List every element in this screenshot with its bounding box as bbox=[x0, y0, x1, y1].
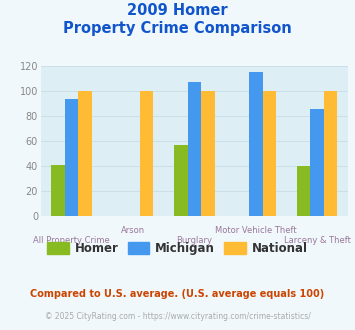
Text: Property Crime Comparison: Property Crime Comparison bbox=[63, 21, 292, 36]
Bar bbox=[51, 165, 65, 216]
Text: Compared to U.S. average. (U.S. average equals 100): Compared to U.S. average. (U.S. average … bbox=[31, 289, 324, 299]
Legend: Homer, Michigan, National: Homer, Michigan, National bbox=[43, 237, 312, 260]
Bar bbox=[65, 99, 78, 216]
Bar bbox=[324, 91, 338, 216]
Bar bbox=[78, 91, 92, 216]
Bar bbox=[187, 82, 201, 216]
Text: All Property Crime: All Property Crime bbox=[33, 236, 110, 245]
Text: Arson: Arson bbox=[121, 226, 145, 235]
Bar bbox=[140, 91, 153, 216]
Text: Burglary: Burglary bbox=[176, 236, 212, 245]
Bar bbox=[263, 91, 276, 216]
Text: Larceny & Theft: Larceny & Theft bbox=[284, 236, 351, 245]
Bar bbox=[249, 72, 263, 216]
Text: © 2025 CityRating.com - https://www.cityrating.com/crime-statistics/: © 2025 CityRating.com - https://www.city… bbox=[45, 312, 310, 321]
Bar bbox=[297, 166, 310, 216]
Text: 2009 Homer: 2009 Homer bbox=[127, 3, 228, 18]
Bar bbox=[201, 91, 215, 216]
Bar bbox=[174, 145, 187, 216]
Bar bbox=[310, 109, 324, 216]
Text: Motor Vehicle Theft: Motor Vehicle Theft bbox=[215, 226, 296, 235]
